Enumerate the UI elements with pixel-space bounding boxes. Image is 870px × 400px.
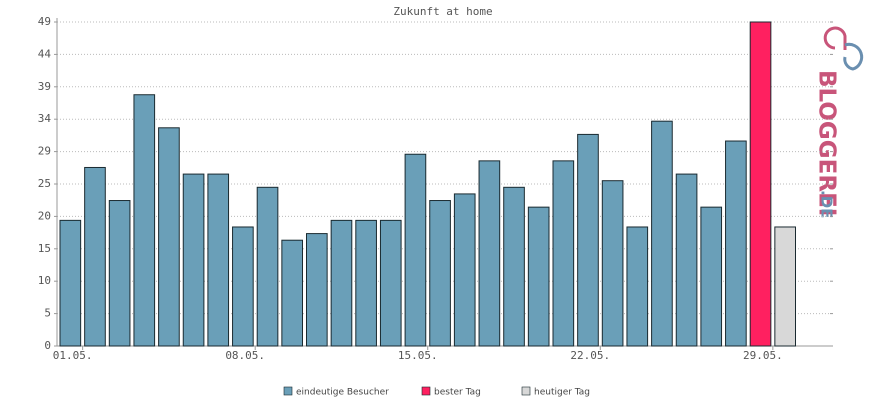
bar xyxy=(182,173,205,347)
legend-label: bester Tag xyxy=(434,388,481,398)
x-tick-label: 29.05. xyxy=(743,349,783,362)
bar xyxy=(158,127,180,347)
bar xyxy=(675,173,698,347)
y-tick-label: 0 xyxy=(44,339,51,352)
legend-swatch xyxy=(521,386,531,396)
bar xyxy=(379,219,402,347)
y-tick-label: 5 xyxy=(44,307,51,320)
legend-label: eindeutige Besucher xyxy=(296,388,389,398)
y-tick-label: 25 xyxy=(38,177,51,190)
x-tick-label: 15.05. xyxy=(398,349,438,362)
logo-main: BLOGGEREI xyxy=(814,70,840,216)
logo-shape xyxy=(843,42,864,71)
bar xyxy=(626,226,649,347)
y-tick-label: 10 xyxy=(38,274,51,287)
bar xyxy=(108,200,131,347)
bar xyxy=(84,166,106,347)
bar xyxy=(281,239,304,347)
x-tick-label: 08.05. xyxy=(225,349,265,362)
logo-suffix: .DE xyxy=(818,190,836,218)
bar xyxy=(306,233,328,347)
y-tick-label: 15 xyxy=(38,242,51,255)
bar xyxy=(503,186,525,347)
bar xyxy=(601,180,624,347)
bar xyxy=(577,133,599,347)
chart-title: Zukunft at home xyxy=(393,5,492,18)
bar xyxy=(330,219,353,347)
bar xyxy=(207,173,230,347)
bar xyxy=(429,200,451,347)
bar xyxy=(404,153,427,347)
y-tick-label: 34 xyxy=(38,112,52,125)
bar xyxy=(527,206,550,347)
legend-swatch xyxy=(283,386,293,396)
bar xyxy=(232,226,254,347)
bar xyxy=(725,140,747,347)
bar xyxy=(355,219,377,347)
legend-swatch xyxy=(421,386,431,396)
x-tick-label: 22.05. xyxy=(570,349,610,362)
bar xyxy=(700,206,723,347)
y-tick-label: 39 xyxy=(38,80,51,93)
bar xyxy=(133,94,156,347)
bar xyxy=(256,186,279,347)
legend-label: heutiger Tag xyxy=(534,388,590,398)
bar xyxy=(453,193,476,347)
bar xyxy=(774,226,796,347)
bar xyxy=(651,120,673,347)
logo-shape xyxy=(823,26,847,50)
y-tick-label: 44 xyxy=(38,47,52,60)
bar xyxy=(478,160,501,347)
y-tick-label: 29 xyxy=(38,145,51,158)
bar xyxy=(59,219,82,347)
bar xyxy=(552,160,575,347)
y-tick-label: 20 xyxy=(38,209,51,222)
y-tick-label: 49 xyxy=(38,15,51,28)
logo: BLOGGEREI .DE xyxy=(814,70,840,218)
logo-icon xyxy=(823,26,864,71)
bar xyxy=(749,21,772,347)
x-tick-label: 01.05. xyxy=(53,349,93,362)
